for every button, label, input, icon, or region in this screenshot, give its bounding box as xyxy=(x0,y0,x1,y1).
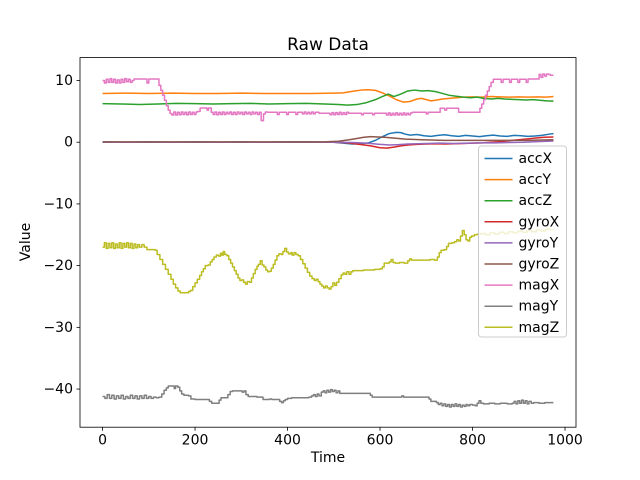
y-tick-label: 0 xyxy=(64,135,73,151)
x-tick-label: 600 xyxy=(367,432,394,448)
x-tick-label: 0 xyxy=(98,432,107,448)
legend-label-accX: accX xyxy=(519,151,553,167)
series-line-magZ xyxy=(102,228,554,294)
x-axis-label: Time xyxy=(310,450,345,466)
y-axis-ticks: 10 0 −10 −20 −30 −40 xyxy=(43,73,80,398)
series-line-accZ xyxy=(102,89,554,106)
axes-frame xyxy=(79,57,577,428)
legend-label-magY: magY xyxy=(519,299,559,315)
x-tick-label: 200 xyxy=(182,432,209,448)
legend-label-gyroY: gyroY xyxy=(519,235,559,251)
legend: accX accY accZ gyroX gyroY gyroZ magX magY magZ xyxy=(478,145,567,338)
series-line-magY xyxy=(102,385,554,408)
series-line-gyroZ xyxy=(102,135,554,143)
y-tick-label: −30 xyxy=(43,320,73,336)
x-tick-label: 800 xyxy=(459,432,486,448)
series-line-accY xyxy=(102,89,554,103)
legend-label-accY: accY xyxy=(519,172,552,188)
x-tick-label: 400 xyxy=(274,432,301,448)
x-tick-label: 1000 xyxy=(547,432,583,448)
y-axis-label: Value xyxy=(18,223,34,261)
legend-label-accZ: accZ xyxy=(519,193,553,209)
y-tick-label: −20 xyxy=(43,258,73,274)
legend-label-magZ: magZ xyxy=(519,320,560,336)
x-axis-ticks: 0 200 400 600 800 1000 xyxy=(98,427,583,448)
legend-label-gyroX: gyroX xyxy=(519,214,560,230)
plot-series xyxy=(102,73,554,408)
y-tick-label: −40 xyxy=(43,382,73,398)
legend-label-magX: magX xyxy=(519,278,560,294)
y-tick-label: −10 xyxy=(43,196,73,212)
chart-title: Raw Data xyxy=(287,35,369,55)
y-tick-label: 10 xyxy=(55,73,73,89)
series-line-magX xyxy=(102,73,554,122)
legend-label-gyroZ: gyroZ xyxy=(519,256,560,272)
legend-frame xyxy=(478,145,567,338)
